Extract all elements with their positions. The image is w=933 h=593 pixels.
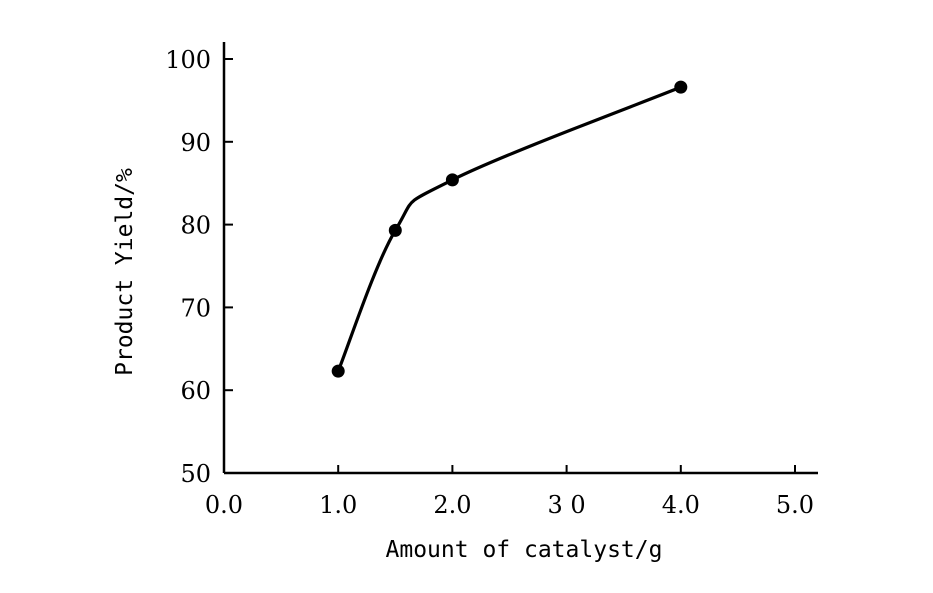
x-tick-label: 4.0 [662, 491, 700, 519]
x-tick-label: 3 0 [548, 491, 586, 519]
data-point [445, 173, 459, 187]
y-tick-labels: 50 60 70 80 90 100 [165, 46, 211, 488]
y-tick-label: 60 [180, 377, 211, 405]
x-tick-labels: 0.0 1.0 2.0 3 0 4.0 5.0 [205, 491, 814, 519]
x-tick-label: 5.0 [776, 491, 814, 519]
data-point [674, 80, 688, 94]
x-axis-title: Amount of catalyst/g [386, 537, 663, 563]
y-tick-label: 50 [180, 460, 211, 488]
data-point [388, 223, 402, 237]
x-tick-label: 0.0 [205, 491, 243, 519]
x-tick-label: 1.0 [319, 491, 357, 519]
y-tick-label: 70 [180, 294, 211, 322]
data-series [331, 80, 688, 378]
y-axis-title: Product Yield/% [112, 168, 138, 376]
y-tick-label: 90 [180, 129, 211, 157]
x-tick-label: 2.0 [433, 491, 471, 519]
y-tick-label: 100 [165, 46, 211, 74]
data-point [331, 364, 345, 378]
axes [222, 42, 818, 475]
tick-marks [223, 58, 796, 474]
y-tick-label: 80 [180, 212, 211, 240]
series-line [336, 85, 683, 373]
